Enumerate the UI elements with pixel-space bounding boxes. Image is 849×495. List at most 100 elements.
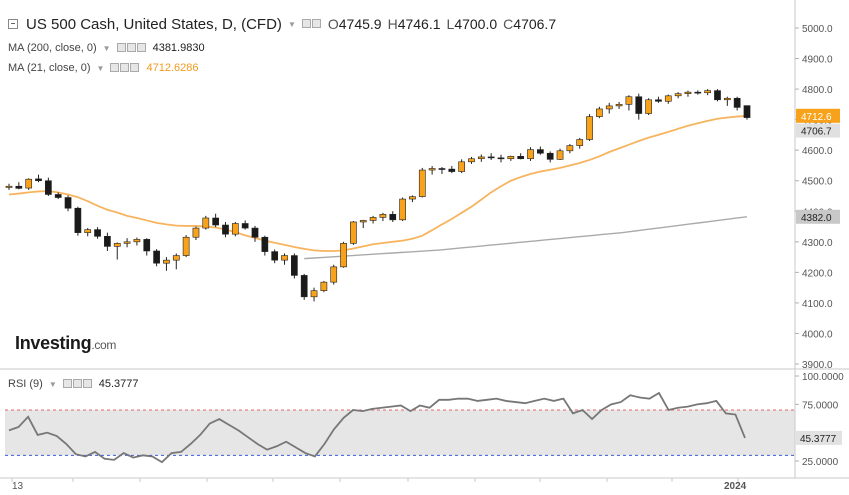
candle[interactable] <box>664 94 672 104</box>
candle[interactable] <box>212 213 219 228</box>
x-tick-label: 2024 <box>724 481 747 492</box>
candle[interactable] <box>566 144 574 154</box>
close-icon[interactable] <box>82 379 92 388</box>
gear-icon[interactable] <box>311 19 321 28</box>
candle[interactable] <box>674 92 682 99</box>
candle[interactable] <box>84 228 92 237</box>
eye-icon[interactable] <box>116 43 126 52</box>
candle[interactable] <box>468 156 475 164</box>
candle[interactable] <box>556 148 564 160</box>
candle[interactable] <box>281 253 288 265</box>
chevron-down-icon[interactable]: ▼ <box>96 63 105 73</box>
candle[interactable] <box>350 221 357 245</box>
candle[interactable] <box>291 253 298 279</box>
candle[interactable] <box>497 154 505 163</box>
candle[interactable] <box>733 96 741 111</box>
candle[interactable] <box>35 174 42 183</box>
candle[interactable] <box>625 95 633 111</box>
candle[interactable] <box>163 257 170 271</box>
candle[interactable] <box>684 90 692 97</box>
candle[interactable] <box>537 146 544 155</box>
eye-icon[interactable] <box>301 19 311 28</box>
candle[interactable] <box>477 154 485 162</box>
candle[interactable] <box>389 211 397 222</box>
gear-icon[interactable] <box>72 379 82 388</box>
candle[interactable] <box>25 178 33 190</box>
candle[interactable] <box>359 219 367 229</box>
candle[interactable] <box>231 221 239 237</box>
candle[interactable] <box>172 253 180 270</box>
candle[interactable] <box>104 232 111 251</box>
price-plot[interactable] <box>5 89 751 302</box>
candle[interactable] <box>153 249 160 267</box>
chevron-down-icon[interactable]: ▼ <box>102 43 111 53</box>
candle[interactable] <box>15 182 23 190</box>
candle[interactable] <box>605 102 613 114</box>
candle[interactable] <box>379 212 387 222</box>
candle[interactable] <box>694 90 702 95</box>
candle[interactable] <box>241 220 249 230</box>
candle[interactable] <box>655 96 662 103</box>
candle[interactable] <box>438 166 446 175</box>
candle[interactable] <box>714 89 721 102</box>
candle[interactable] <box>123 238 131 248</box>
chevron-down-icon[interactable]: ▼ <box>48 379 57 389</box>
candle[interactable] <box>596 106 603 119</box>
ma21-controls[interactable] <box>110 59 140 77</box>
candle[interactable] <box>261 235 269 256</box>
candle[interactable] <box>222 221 229 238</box>
chevron-down-icon[interactable]: ▼ <box>287 19 296 29</box>
candle[interactable] <box>320 280 328 293</box>
candle[interactable] <box>182 235 190 258</box>
candle[interactable] <box>576 137 584 149</box>
candle[interactable] <box>202 215 210 230</box>
candle[interactable] <box>113 242 121 260</box>
candle[interactable] <box>743 105 751 120</box>
candle[interactable] <box>310 287 318 302</box>
settings-icons[interactable] <box>301 15 322 33</box>
candle[interactable] <box>54 192 62 200</box>
candle[interactable] <box>45 177 52 196</box>
candle[interactable] <box>645 98 652 116</box>
candle[interactable] <box>330 264 338 285</box>
candle[interactable] <box>428 166 436 175</box>
candle[interactable] <box>615 101 623 109</box>
candle[interactable] <box>586 114 593 142</box>
candle[interactable] <box>133 237 141 246</box>
candle[interactable] <box>369 215 377 224</box>
candle[interactable] <box>723 96 731 106</box>
candle[interactable] <box>507 155 515 161</box>
candle[interactable] <box>192 226 200 240</box>
candle[interactable] <box>251 225 259 242</box>
candle[interactable] <box>546 151 554 163</box>
rsi-controls[interactable] <box>62 375 93 393</box>
candle[interactable] <box>271 249 279 264</box>
candle[interactable] <box>458 159 465 174</box>
candle-body <box>477 156 485 160</box>
candle[interactable] <box>399 197 406 222</box>
candle[interactable] <box>635 93 643 120</box>
eye-icon[interactable] <box>110 63 120 72</box>
eye-icon[interactable] <box>62 379 72 388</box>
close-icon[interactable] <box>136 43 146 52</box>
candle[interactable] <box>487 153 495 160</box>
candle[interactable] <box>143 238 151 256</box>
candle[interactable] <box>448 166 456 174</box>
candle[interactable] <box>527 147 534 161</box>
ma200-controls[interactable] <box>116 39 147 57</box>
rsi-plot[interactable] <box>5 391 795 464</box>
candle[interactable] <box>340 241 347 268</box>
candle[interactable] <box>5 183 13 190</box>
candle[interactable] <box>409 195 416 203</box>
candle[interactable] <box>64 195 72 212</box>
candle[interactable] <box>704 89 711 96</box>
candle[interactable] <box>94 227 101 239</box>
collapse-icon[interactable] <box>8 19 18 29</box>
candle[interactable] <box>418 167 426 198</box>
gear-icon[interactable] <box>120 63 130 72</box>
close-icon[interactable] <box>130 63 140 72</box>
gear-icon[interactable] <box>126 43 136 52</box>
candle[interactable] <box>74 206 82 236</box>
candle[interactable] <box>300 273 308 300</box>
candle[interactable] <box>517 153 525 160</box>
